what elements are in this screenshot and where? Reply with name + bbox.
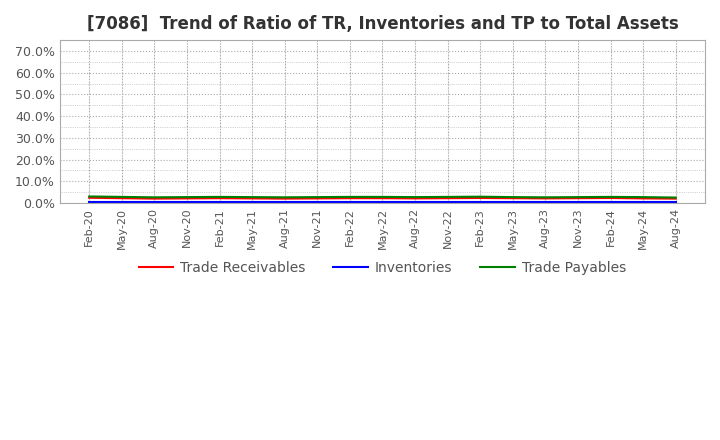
Inventories [85, 199, 94, 205]
Inventories [541, 199, 549, 205]
Inventories [639, 199, 647, 205]
Inventories [476, 199, 485, 205]
Inventories [215, 199, 224, 205]
Inventories [248, 199, 256, 205]
Line: Trade Payables: Trade Payables [89, 196, 675, 198]
Trade Payables [150, 194, 158, 200]
Trade Payables [574, 194, 582, 200]
Trade Payables [541, 194, 549, 200]
Trade Payables [248, 194, 256, 200]
Trade Payables [280, 194, 289, 200]
Inventories [671, 199, 680, 205]
Trade Payables [346, 194, 354, 199]
Trade Receivables [410, 196, 419, 201]
Trade Receivables [183, 196, 192, 201]
Trade Payables [671, 195, 680, 200]
Trade Receivables [280, 196, 289, 201]
Inventories [280, 199, 289, 205]
Trade Payables [117, 194, 126, 199]
Trade Receivables [378, 195, 387, 201]
Trade Receivables [574, 195, 582, 201]
Trade Receivables [476, 195, 485, 201]
Inventories [313, 199, 322, 205]
Inventories [378, 199, 387, 205]
Trade Receivables [346, 195, 354, 201]
Trade Receivables [541, 196, 549, 201]
Inventories [346, 199, 354, 205]
Trade Payables [410, 194, 419, 200]
Trade Receivables [117, 195, 126, 201]
Trade Payables [639, 194, 647, 200]
Trade Receivables [606, 195, 615, 201]
Trade Receivables [508, 195, 517, 201]
Trade Receivables [313, 196, 322, 201]
Trade Payables [606, 194, 615, 199]
Trade Payables [215, 194, 224, 199]
Inventories [606, 199, 615, 205]
Inventories [183, 199, 192, 205]
Trade Receivables [85, 195, 94, 200]
Trade Payables [508, 194, 517, 200]
Inventories [444, 199, 452, 205]
Title: [7086]  Trend of Ratio of TR, Inventories and TP to Total Assets: [7086] Trend of Ratio of TR, Inventories… [86, 15, 678, 33]
Inventories [150, 199, 158, 205]
Trade Receivables [639, 196, 647, 201]
Legend: Trade Receivables, Inventories, Trade Payables: Trade Receivables, Inventories, Trade Pa… [133, 256, 632, 281]
Trade Payables [85, 194, 94, 199]
Trade Receivables [248, 196, 256, 201]
Trade Payables [183, 194, 192, 200]
Inventories [508, 199, 517, 205]
Inventories [410, 199, 419, 205]
Inventories [574, 199, 582, 205]
Trade Receivables [150, 196, 158, 201]
Trade Receivables [215, 195, 224, 201]
Trade Payables [476, 194, 485, 199]
Inventories [117, 199, 126, 205]
Trade Payables [378, 194, 387, 199]
Trade Receivables [671, 196, 680, 201]
Trade Receivables [444, 195, 452, 201]
Trade Payables [313, 194, 322, 200]
Trade Payables [444, 194, 452, 199]
